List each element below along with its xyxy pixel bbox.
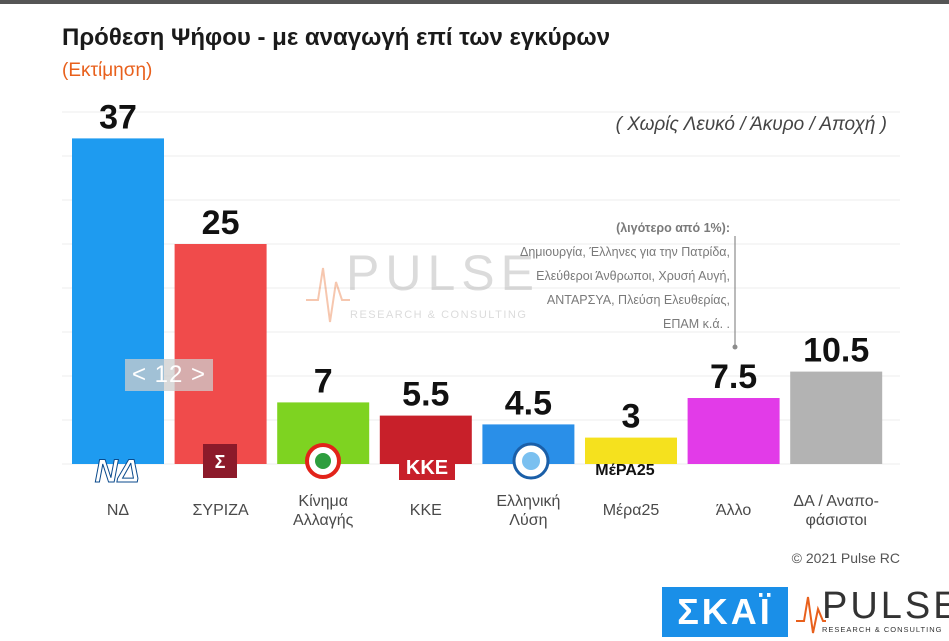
value-label: 25: [202, 204, 240, 242]
watermark-tagline: RESEARCH & CONSULTING: [350, 309, 527, 321]
other-pointer-dot: [732, 344, 738, 350]
category-label: Μέρα25: [603, 502, 660, 519]
category-labels: ΝΔ ΣΥΡΙΖΑ Κίνημα Αλλαγής ΚΚΕ Ελληνική Λύση Μέρα…: [107, 493, 879, 529]
category-label: ΔΑ / Αναπο-: [793, 493, 879, 510]
minor-parties-header: (λιγότερο από 1%):: [616, 221, 730, 235]
category-label: φάσιστοι: [805, 512, 867, 529]
svg-text:Σ: Σ: [215, 452, 226, 472]
svg-text:ΜέΡΑ25: ΜέΡΑ25: [595, 462, 654, 479]
category-label: Ελληνική: [496, 493, 560, 510]
category-label: Αλλαγής: [293, 512, 354, 529]
category-label: ΚΚΕ: [410, 502, 442, 519]
value-label: 4.5: [505, 384, 552, 422]
pulse-logo-tagline: RESEARCH & CONSULTING: [822, 625, 943, 634]
mera25-logo: ΜέΡΑ25: [595, 462, 654, 479]
minor-parties-line: Ελεύθεροι Άνθρωποι, Χρυσή Αυγή,: [536, 269, 730, 283]
pulse-logo-icon: [796, 596, 826, 634]
watermark-pulse-line: [306, 267, 350, 323]
bar: [72, 138, 164, 464]
value-label: 5.5: [402, 376, 449, 414]
minor-parties-note: (λιγότερο από 1%): Δημιουργία, Έλληνες γ…: [470, 216, 730, 336]
top-bar: [0, 0, 949, 4]
value-label: 3: [622, 398, 641, 436]
exclusion-note: ( Χωρίς Λευκό / Άκυρο / Αποχή ): [615, 114, 887, 135]
page-indicator[interactable]: < 12 >: [125, 359, 213, 391]
minor-parties-line: Δημιουργία, Έλληνες για την Πατρίδα,: [519, 245, 730, 259]
minor-parties-line: ΕΠΑΜ κ.ά. .: [663, 317, 730, 331]
nd-logo: ΝΔ: [95, 453, 140, 489]
value-label: 10.5: [803, 332, 869, 370]
minor-parties-line: ΑΝΤΑΡΣΥΑ, Πλεύση Ελευθερίας,: [546, 293, 730, 307]
party-logos: ΝΔ Σ ΚΚΕ ΜέΡΑ25: [94, 442, 655, 490]
value-label: 7: [314, 362, 333, 400]
elliniki-lysi-logo: [512, 442, 550, 480]
chart-subtitle: (Εκτίμηση): [62, 60, 153, 81]
bar: [585, 437, 677, 464]
bar: [790, 371, 883, 464]
category-label: Άλλο: [716, 502, 751, 519]
value-label: 7.5: [710, 358, 757, 396]
bar: [174, 244, 267, 464]
value-label: 37: [99, 98, 137, 136]
watermark-word: PULSE: [346, 245, 540, 301]
pulse-logo: PULSE RESEARCH & CONSULTING: [796, 585, 949, 639]
category-label: Λύση: [509, 512, 547, 529]
bar: [687, 398, 780, 464]
category-label: ΣΥΡΙΖΑ: [193, 502, 249, 519]
svg-text:ΚΚΕ: ΚΚΕ: [406, 457, 448, 479]
category-label: ΝΔ: [107, 502, 130, 519]
kke-logo: ΚΚΕ: [399, 452, 455, 480]
pulse-watermark: PULSE RESEARCH & CONSULTING: [306, 245, 540, 323]
skai-logo: ΣΚΑΪ: [662, 587, 788, 637]
value-labels: 37 25 7 5.5 4.5 3 7.5 10.5: [99, 98, 869, 435]
category-label: Κίνημα: [298, 493, 348, 510]
copyright: © 2021 Pulse RC: [791, 550, 900, 566]
kinal-logo: [305, 443, 341, 479]
syriza-logo: Σ: [203, 444, 237, 478]
pulse-logo-word: PULSE: [822, 585, 949, 627]
chart-title: Πρόθεση Ψήφου - με αναγωγή επί των εγκύρ…: [62, 24, 611, 51]
